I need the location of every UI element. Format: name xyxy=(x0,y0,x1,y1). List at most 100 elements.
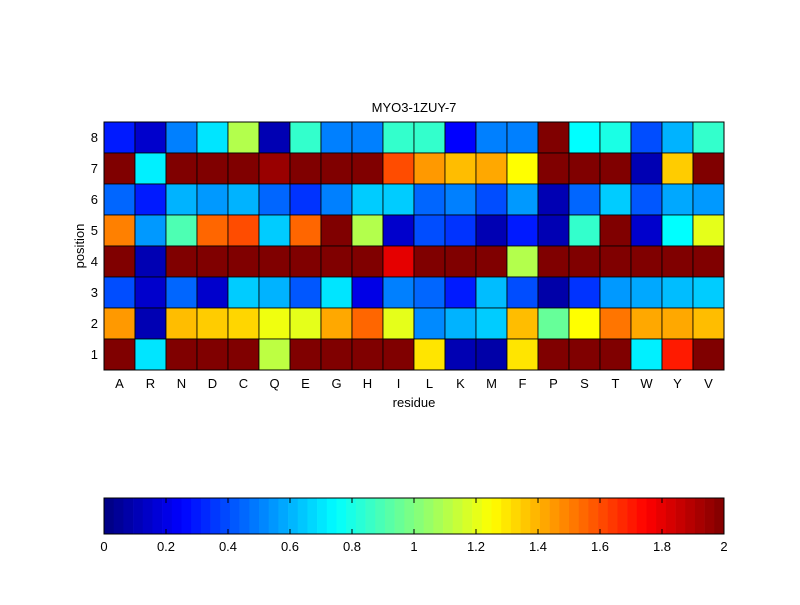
heatmap-cell xyxy=(692,152,725,185)
colorbar-segment xyxy=(530,498,541,534)
colorbar-segment xyxy=(394,498,405,534)
heatmap-cell xyxy=(630,307,663,340)
heatmap-cell xyxy=(103,245,136,278)
heatmap-cell xyxy=(351,276,384,309)
heatmap-cell xyxy=(134,338,167,371)
heatmap-cell xyxy=(196,276,229,309)
colorbar-segment xyxy=(414,498,424,534)
heatmap-cell xyxy=(692,276,725,309)
x-tick-label: L xyxy=(426,376,433,391)
heatmap-cell xyxy=(289,307,322,340)
colorbar-tick-label: 0.8 xyxy=(343,539,361,554)
heatmap-cell xyxy=(630,183,663,216)
heatmap-cell xyxy=(630,214,663,247)
heatmap-cell xyxy=(351,307,384,340)
heatmap-cell xyxy=(103,307,136,340)
colorbar-segment xyxy=(152,498,163,534)
x-tick-label: H xyxy=(363,376,372,391)
heatmap-cell xyxy=(599,121,632,154)
colorbar-segment xyxy=(229,498,240,534)
y-tick-label: 8 xyxy=(91,130,98,145)
heatmap-cell xyxy=(103,276,136,309)
heatmap-cell xyxy=(134,245,167,278)
heatmap-cell xyxy=(444,276,477,309)
x-tick-label: T xyxy=(612,376,620,391)
x-tick-label: R xyxy=(146,376,155,391)
heatmap-cell xyxy=(382,121,415,154)
heatmap-cell xyxy=(351,121,384,154)
colorbar-segment xyxy=(539,498,550,534)
colorbar-tick-labels: 0 0.2 0.4 0.6 0.8 1 1.2 1.4 1.6 1.8 2 xyxy=(100,498,728,554)
colorbar-segment xyxy=(481,498,492,534)
heatmap-cell xyxy=(599,276,632,309)
heatmap-cell xyxy=(475,245,508,278)
heatmap-cell xyxy=(227,214,260,247)
heatmap-cell xyxy=(320,307,353,340)
heatmap-cell xyxy=(475,183,508,216)
heatmap-cell xyxy=(692,214,725,247)
x-tick-label: F xyxy=(519,376,527,391)
heatmap-cell xyxy=(568,307,601,340)
y-tick-label: 3 xyxy=(91,285,98,300)
colorbar-segment xyxy=(104,498,114,534)
heatmap-cell xyxy=(165,183,198,216)
heatmap-cell xyxy=(506,338,539,371)
colorbar-segment xyxy=(491,498,502,534)
colorbar-segment xyxy=(133,498,144,534)
heatmap-cell xyxy=(196,152,229,185)
heatmap-cell xyxy=(413,121,446,154)
heatmap-cell xyxy=(444,121,477,154)
colorbar-segment xyxy=(326,498,337,534)
heatmap-cell xyxy=(568,245,601,278)
heatmap-cell xyxy=(506,214,539,247)
heatmap-cell xyxy=(475,152,508,185)
heatmap-cell xyxy=(661,245,694,278)
heatmap-cell xyxy=(289,338,322,371)
heatmap-cell xyxy=(475,338,508,371)
colorbar-segment xyxy=(607,498,618,534)
colorbar-segment xyxy=(694,498,705,534)
heatmap-cell xyxy=(134,307,167,340)
colorbar-segment xyxy=(162,498,173,534)
heatmap-cell xyxy=(258,245,291,278)
colorbar-tick-label: 1.4 xyxy=(529,539,547,554)
colorbar-tick-label: 0 xyxy=(100,539,107,554)
heatmap-cell xyxy=(196,307,229,340)
heatmap-cell xyxy=(537,307,570,340)
heatmap-cell xyxy=(661,121,694,154)
heatmap-cell xyxy=(258,152,291,185)
heatmap-cell xyxy=(351,183,384,216)
heatmap-cell xyxy=(351,245,384,278)
colorbar-segment xyxy=(433,498,444,534)
heatmap-cell xyxy=(506,245,539,278)
colorbar-segment xyxy=(452,498,463,534)
heatmap-cell xyxy=(506,183,539,216)
heatmap-cell xyxy=(599,338,632,371)
heatmap-cell xyxy=(289,245,322,278)
heatmap-cell xyxy=(320,183,353,216)
heatmap-cell xyxy=(134,183,167,216)
colorbar-segment xyxy=(142,498,153,534)
heatmap-cell xyxy=(351,152,384,185)
heatmap-cell xyxy=(444,245,477,278)
heatmap-cell xyxy=(320,121,353,154)
colorbar-segment xyxy=(113,498,124,534)
heatmap-cell xyxy=(320,338,353,371)
heatmap-cell xyxy=(413,276,446,309)
y-tick-label: 2 xyxy=(91,316,98,331)
colorbar-segment xyxy=(317,498,328,534)
plot-frame xyxy=(103,121,725,371)
heatmap-cell xyxy=(258,214,291,247)
x-tick-label: G xyxy=(331,376,341,391)
heatmap-cell xyxy=(692,183,725,216)
colorbar-segment xyxy=(675,498,686,534)
colorbar-segment xyxy=(191,498,202,534)
colorbar-segment xyxy=(297,498,308,534)
heatmap-cell xyxy=(537,183,570,216)
x-tick-label: Y xyxy=(673,376,682,391)
colorbar-segment xyxy=(588,498,599,534)
colorbar xyxy=(104,498,725,534)
heatmap-cell xyxy=(599,214,632,247)
heatmap-cell xyxy=(165,245,198,278)
